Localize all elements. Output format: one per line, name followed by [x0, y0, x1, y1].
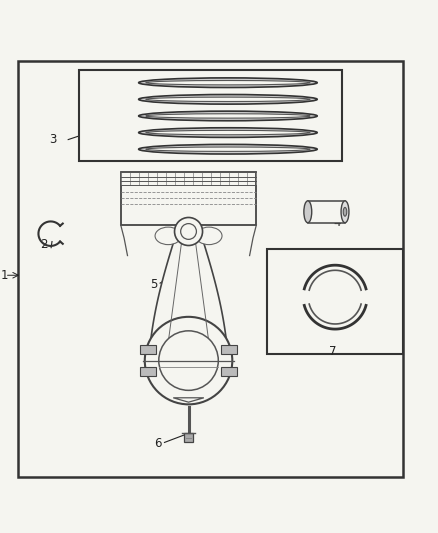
Ellipse shape: [341, 201, 349, 223]
Circle shape: [174, 217, 202, 246]
Text: 6: 6: [154, 437, 162, 450]
Bar: [267, 249, 403, 354]
Ellipse shape: [146, 97, 310, 101]
Ellipse shape: [196, 227, 222, 245]
Polygon shape: [173, 398, 204, 402]
Circle shape: [145, 317, 232, 405]
Text: 1: 1: [1, 269, 8, 282]
Text: 3: 3: [49, 133, 57, 146]
Bar: [221, 367, 237, 376]
Ellipse shape: [343, 207, 347, 216]
Ellipse shape: [139, 78, 317, 87]
Ellipse shape: [139, 128, 317, 138]
Bar: [79, 70, 342, 161]
Ellipse shape: [146, 114, 310, 118]
Bar: [184, 433, 193, 442]
Bar: [308, 201, 345, 223]
Ellipse shape: [146, 147, 310, 151]
Ellipse shape: [139, 94, 317, 104]
Ellipse shape: [304, 201, 312, 223]
Circle shape: [180, 224, 196, 239]
Text: 5: 5: [150, 278, 157, 290]
Polygon shape: [148, 229, 229, 361]
Bar: [121, 172, 256, 225]
Bar: [141, 345, 156, 354]
Bar: [221, 345, 237, 354]
Ellipse shape: [146, 131, 310, 135]
Circle shape: [159, 331, 218, 390]
Text: 7: 7: [329, 345, 337, 358]
Bar: [18, 61, 403, 477]
Text: 2: 2: [40, 238, 48, 251]
Text: 4: 4: [334, 216, 341, 229]
Ellipse shape: [146, 80, 310, 85]
Ellipse shape: [139, 111, 317, 121]
Bar: [141, 367, 156, 376]
Ellipse shape: [155, 227, 181, 245]
Ellipse shape: [139, 144, 317, 154]
